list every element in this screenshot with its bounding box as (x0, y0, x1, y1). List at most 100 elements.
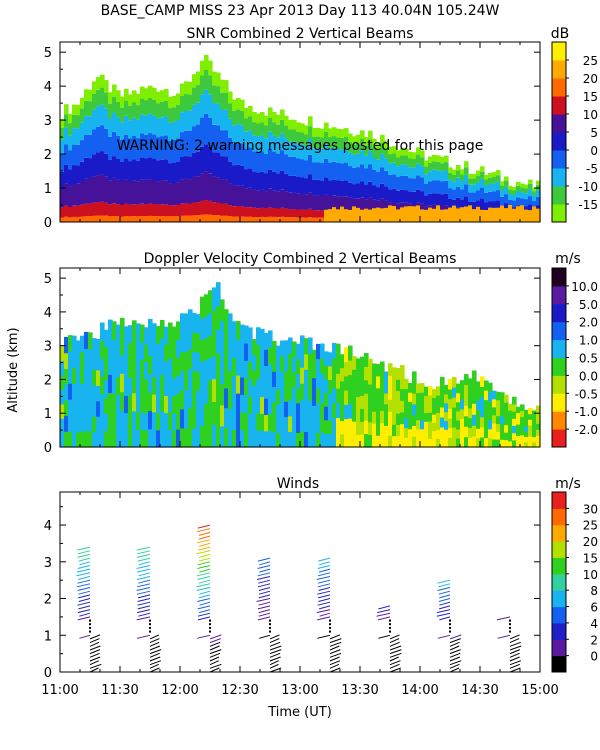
snr-cell (484, 179, 489, 186)
snr-cell (500, 185, 505, 191)
snr-cell (344, 162, 349, 181)
doppler-cell (140, 342, 145, 361)
wind-barb (437, 587, 451, 591)
snr-cell (232, 165, 237, 186)
doppler-cell (428, 386, 433, 396)
snr-cell (204, 54, 209, 70)
snr-cell (180, 179, 185, 204)
doppler-cell (452, 407, 457, 418)
wind-barb (438, 583, 451, 588)
wind-barb (136, 634, 151, 639)
snr-cell (200, 94, 205, 118)
snr-cell (108, 204, 113, 217)
doppler-cell (456, 383, 461, 394)
doppler-cell (388, 411, 393, 424)
doppler-cell (516, 412, 521, 419)
snr-cell (436, 155, 441, 162)
wind-barb (136, 546, 151, 551)
doppler-cell (168, 429, 173, 448)
snr-cell (164, 116, 169, 136)
snr-cell (264, 138, 269, 154)
snr-cell (516, 206, 521, 222)
snr-cell (144, 204, 149, 216)
doppler-cell (136, 323, 141, 342)
wind-barb (78, 598, 91, 602)
doppler-cell (332, 402, 337, 418)
doppler-cell (372, 435, 377, 448)
snr-cell (432, 193, 437, 205)
doppler-cell (460, 427, 465, 438)
doppler-cell (308, 384, 313, 401)
doppler-cell (276, 403, 281, 419)
wind-barb (509, 656, 520, 662)
wind-barb (89, 660, 99, 666)
snr-cell (60, 207, 65, 218)
wind-barb (77, 576, 91, 580)
doppler-cell (180, 313, 185, 333)
wind-barb (329, 638, 342, 644)
doppler-cell (176, 429, 181, 448)
doppler-cell (68, 399, 73, 416)
wind-barb (137, 550, 151, 555)
doppler-cell (112, 357, 117, 376)
snr-cell (392, 206, 397, 222)
doppler-cell (324, 406, 329, 421)
snr-cell (104, 202, 109, 216)
doppler-cell (160, 338, 165, 357)
snr-cell (200, 60, 205, 76)
snr-cell (388, 189, 393, 203)
wind-barb (149, 649, 162, 655)
doppler-cell (448, 408, 453, 419)
doppler-cell (336, 402, 341, 419)
colorbar-label: 10 (583, 108, 598, 122)
snr-cell (252, 207, 257, 217)
snr-cell (220, 130, 225, 157)
snr-cell (260, 171, 265, 190)
snr-cell (80, 122, 85, 141)
snr-cell (192, 74, 197, 88)
doppler-cell (260, 396, 265, 414)
doppler-cell (352, 382, 357, 396)
doppler-cell (120, 317, 125, 337)
doppler-cell (100, 393, 105, 413)
wind-barb (209, 660, 219, 666)
y-tick-label: 3 (44, 114, 52, 129)
snr-cell (324, 194, 329, 210)
snr-cell (420, 203, 425, 214)
snr-cell (160, 180, 165, 205)
doppler-cell (400, 423, 405, 436)
doppler-cell (448, 427, 453, 438)
doppler-cell (464, 436, 469, 448)
snr-cell (164, 100, 169, 117)
doppler-cell (228, 427, 233, 448)
doppler-cell (396, 435, 401, 448)
snr-cell (416, 189, 421, 203)
snr-cell (236, 124, 241, 143)
doppler-cell (80, 367, 85, 384)
snr-cell (100, 74, 105, 88)
doppler-cell (364, 406, 369, 421)
snr-cell (248, 147, 253, 169)
doppler-cell (260, 413, 265, 431)
snr-cell (508, 194, 513, 200)
wind-barb (209, 638, 221, 644)
doppler-cell (344, 404, 349, 420)
doppler-cell (480, 386, 485, 398)
doppler-cell (248, 327, 253, 346)
wind-barb (197, 561, 211, 566)
snr-cell (300, 177, 305, 194)
doppler-cell (388, 363, 393, 376)
colorbar-swatch (552, 639, 566, 657)
doppler-cell (140, 429, 145, 448)
snr-cell (252, 112, 257, 123)
doppler-cell (220, 320, 225, 343)
snr-cell (232, 110, 237, 126)
snr-cell (528, 210, 533, 222)
doppler-cell (144, 429, 149, 448)
doppler-cell (392, 390, 397, 403)
snr-cell (160, 136, 165, 160)
wind-barb (149, 667, 160, 673)
wind-barb (198, 594, 211, 599)
doppler-cell (92, 415, 97, 433)
doppler-cell (400, 376, 405, 390)
